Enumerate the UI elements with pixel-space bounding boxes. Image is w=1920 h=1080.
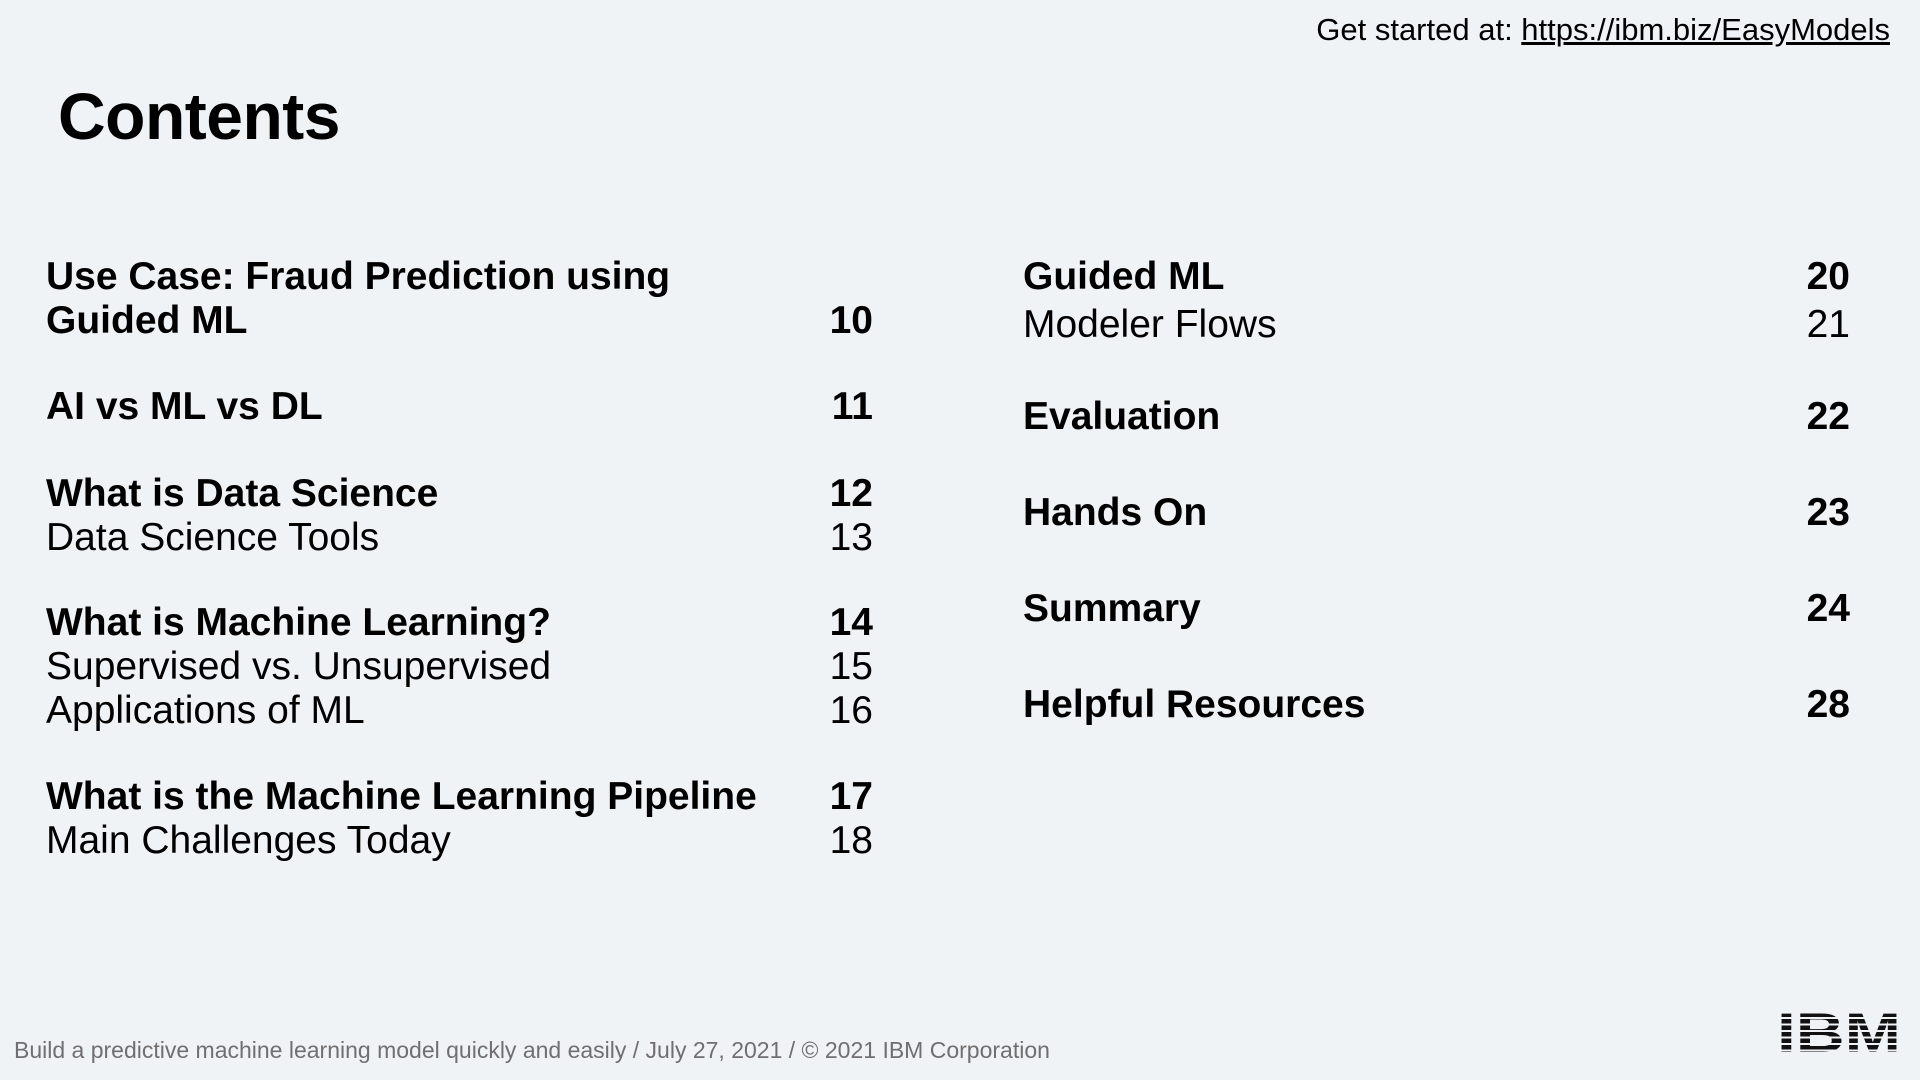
toc-page-number: 13 [829, 516, 873, 559]
toc-entry[interactable]: Hands On 23 [1023, 491, 1850, 535]
toc-subentry-title: Data Science Tools [46, 516, 380, 559]
toc-subentry-title: Supervised vs. Unsupervised [46, 645, 552, 688]
toc-page-number: 14 [829, 601, 873, 644]
toc-entry-title: What is the Machine Learning Pipeline [46, 775, 757, 818]
toc-entry-title: Summary [1023, 587, 1201, 630]
toc-entry[interactable]: What is Machine Learning? 14 Supervised … [46, 601, 873, 733]
ibm-logo-text: IBM [1777, 1006, 1901, 1056]
page-title: Contents [58, 79, 340, 153]
toc-subentry[interactable]: Data Science Tools 13 [46, 516, 873, 560]
toc-page-number: 21 [1806, 303, 1850, 346]
toc-entry[interactable]: Guided ML 20 Modeler Flows 21 [1023, 255, 1850, 347]
toc-subentry-title: Applications of ML [46, 689, 365, 732]
toc-entry-title: What is Data Science [46, 472, 439, 515]
toc-entry[interactable]: What is Data Science 12 Data Science Too… [46, 472, 873, 560]
toc-subentry[interactable]: Applications of ML 16 [46, 689, 873, 733]
toc-page-number: 20 [1806, 255, 1850, 298]
toc-subentry-title: Main Challenges Today [46, 819, 451, 862]
toc-entry[interactable]: What is the Machine Learning Pipeline 17… [46, 775, 873, 863]
toc-page-number: 24 [1806, 587, 1850, 630]
toc-entry-title: AI vs ML vs DL [46, 385, 323, 428]
toc-page-number: 15 [829, 645, 873, 688]
ibm-logo-icon: IBM [1777, 1006, 1901, 1056]
toc-subentry-title: Modeler Flows [1023, 303, 1277, 346]
get-started-link[interactable]: https://ibm.biz/EasyModels [1521, 12, 1890, 47]
toc-page-number: 18 [829, 819, 873, 862]
toc-page-number: 12 [829, 472, 873, 515]
toc-page-number: 11 [831, 385, 873, 428]
toc-page-number: 22 [1806, 395, 1850, 438]
toc-entry-title: Hands On [1023, 491, 1208, 534]
toc-entry[interactable]: AI vs ML vs DL 11 [46, 385, 873, 429]
toc-page-number: 28 [1806, 683, 1850, 726]
contents-left-column: Use Case: Fraud Prediction using Guided … [46, 255, 873, 863]
toc-subentry[interactable]: Modeler Flows 21 [1023, 303, 1850, 347]
toc-page-number: 16 [829, 689, 873, 732]
contents-right-column: Guided ML 20 Modeler Flows 21 Evaluation… [1023, 255, 1850, 727]
toc-page-number: 17 [829, 775, 873, 818]
get-started-line: Get started at: https://ibm.biz/EasyMode… [1316, 12, 1890, 48]
toc-entry-title: Guided ML [1023, 255, 1225, 298]
toc-entry-title: Evaluation [1023, 395, 1221, 438]
toc-entry[interactable]: Summary 24 [1023, 587, 1850, 631]
toc-subentry[interactable]: Main Challenges Today 18 [46, 819, 873, 863]
toc-page-number: 23 [1806, 491, 1850, 534]
toc-entry-title: Helpful Resources [1023, 683, 1366, 726]
toc-entry[interactable]: Helpful Resources 28 [1023, 683, 1850, 727]
toc-entry-title-line1: Use Case: Fraud Prediction using [46, 255, 671, 298]
toc-entry-title-line2: Guided ML 10 [46, 299, 873, 342]
toc-entry[interactable]: Evaluation 22 [1023, 395, 1850, 439]
toc-subentry[interactable]: Supervised vs. Unsupervised 15 [46, 645, 873, 689]
toc-entry[interactable]: Use Case: Fraud Prediction using Guided … [46, 255, 873, 343]
get-started-prefix: Get started at: [1316, 12, 1522, 47]
toc-entry-title: What is Machine Learning? [46, 601, 551, 644]
toc-page-number: 10 [829, 299, 873, 342]
footer-text: Build a predictive machine learning mode… [14, 1037, 1050, 1063]
